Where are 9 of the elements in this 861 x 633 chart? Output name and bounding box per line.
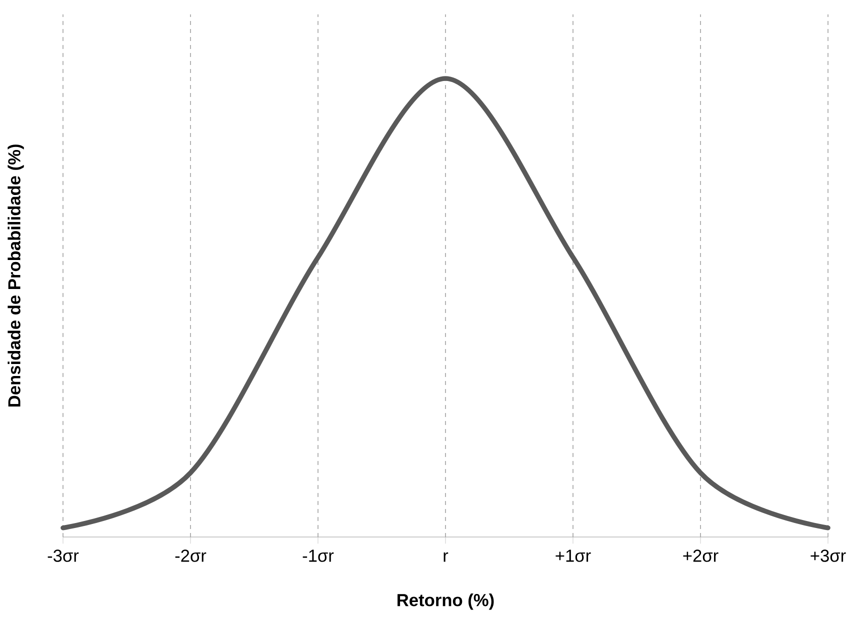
x-tick-label: +2σr (683, 550, 718, 562)
x-axis-title: Retorno (%) (398, 594, 494, 610)
x-tick-label: +3σr (810, 550, 846, 562)
x-tick-label: -1σr (302, 550, 334, 562)
x-tick-label: -3σr (48, 550, 79, 562)
x-tick-label: -2σr (175, 550, 206, 562)
y-axis-title: Densidade de Probabilidade (%) (8, 144, 24, 406)
x-tick-label: +1σr (556, 550, 591, 562)
x-tick-label: r (444, 552, 448, 562)
